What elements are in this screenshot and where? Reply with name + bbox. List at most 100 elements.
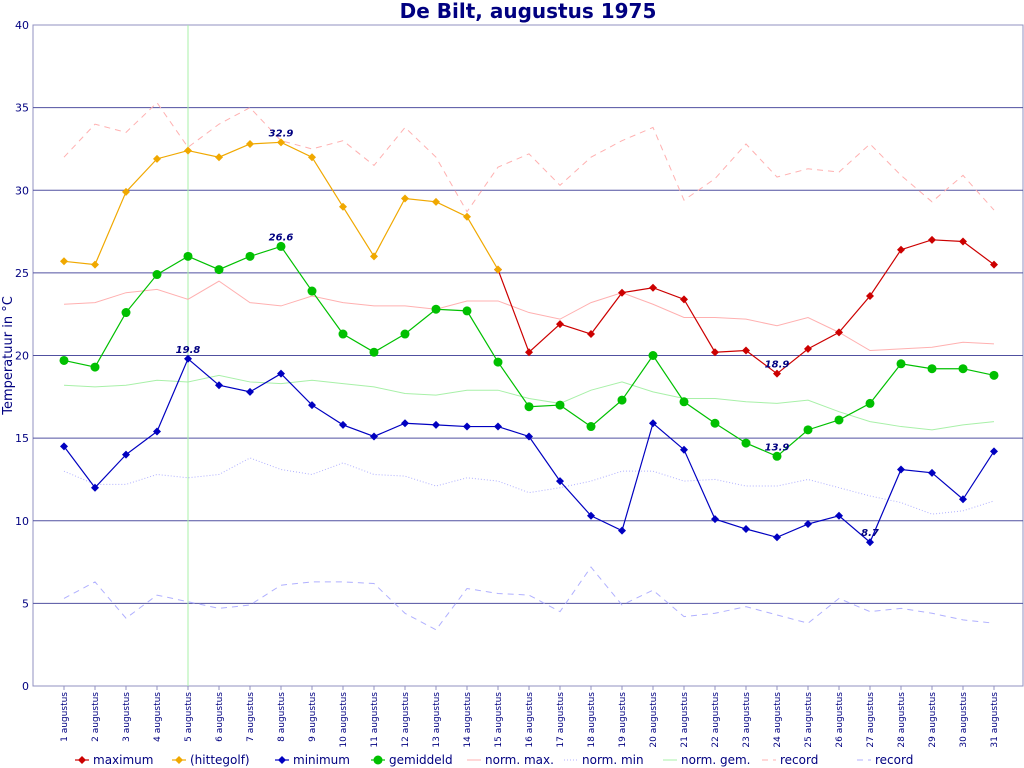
x-tick-label: 26 augustus — [835, 692, 845, 748]
data-point — [556, 477, 564, 486]
data-point — [463, 212, 471, 221]
data-point — [246, 387, 254, 396]
legend-item: norm. max. — [467, 753, 554, 767]
data-point — [587, 511, 595, 520]
legend-item: record — [857, 753, 913, 767]
data-point — [277, 138, 285, 147]
x-tick-label: 12 augustus — [401, 692, 411, 748]
data-point — [494, 422, 502, 431]
data-point — [834, 415, 844, 425]
data-point — [369, 347, 379, 357]
data-point — [897, 245, 905, 254]
data-point — [648, 351, 658, 360]
data-point — [865, 398, 875, 408]
data-point — [121, 308, 131, 318]
x-tick-label: 24 augustus — [773, 692, 783, 748]
annotations: 32.9 26.6 19.8 18.9 13.9 8.7 — [176, 128, 879, 539]
data-point — [990, 447, 998, 456]
y-tick-label: 40 — [15, 19, 29, 32]
data-point — [462, 306, 472, 316]
y-tick-label: 15 — [15, 432, 29, 445]
x-tick-label: 21 augustus — [680, 692, 690, 748]
series-line — [63, 374, 995, 431]
x-tick-label: 9 augustus — [308, 692, 318, 742]
data-point — [525, 432, 533, 441]
legend-label: (hittegolf) — [190, 753, 250, 767]
data-point — [866, 538, 874, 547]
data-point — [804, 520, 812, 529]
data-point — [276, 241, 286, 251]
x-tick-label: 8 augustus — [277, 692, 287, 742]
x-axis-ticks: 1 augustus 2 augustus 3 augustus 4 augustus… — [60, 686, 1000, 748]
data-point — [431, 304, 441, 314]
series-record-0 — [63, 101, 995, 213]
legend-label: record — [875, 753, 913, 767]
legend-label: record — [780, 753, 818, 767]
x-tick-label: 20 augustus — [649, 692, 659, 748]
series-norm-min-3 — [63, 457, 995, 515]
data-point — [524, 402, 534, 412]
data-point — [183, 251, 193, 261]
legend-item: (hittegolf) — [172, 753, 250, 767]
data-point — [60, 257, 68, 266]
data-point — [60, 442, 68, 451]
x-tick-label: 4 augustus — [153, 692, 163, 742]
x-tick-label: 2 augustus — [91, 692, 101, 742]
y-tick-label: 5 — [22, 597, 29, 610]
legend-swatch-marker — [278, 756, 286, 764]
data-point — [90, 362, 100, 372]
y-axis-label: Temperatuur in °C — [1, 296, 16, 416]
x-tick-label: 5 augustus — [184, 692, 194, 742]
data-point — [959, 495, 967, 504]
data-label: 18.9 — [765, 360, 790, 371]
x-tick-label: 19 augustus — [618, 692, 628, 748]
data-point — [959, 237, 967, 246]
y-tick-label: 10 — [15, 515, 29, 528]
legend-item: record — [762, 753, 818, 767]
legend-swatch-marker — [175, 756, 183, 764]
data-point — [741, 438, 751, 448]
y-tick-label: 25 — [15, 267, 29, 280]
data-point — [122, 450, 130, 459]
data-point — [711, 348, 719, 357]
legend-item: norm. min — [564, 753, 644, 767]
data-point — [803, 425, 813, 435]
data-point — [184, 146, 192, 155]
data-point — [928, 468, 936, 477]
x-tick-label: 23 augustus — [742, 692, 752, 748]
data-point — [494, 265, 502, 274]
data-point — [710, 418, 720, 428]
x-tick-label: 17 augustus — [556, 692, 566, 748]
series-layer — [59, 101, 999, 631]
data-point — [184, 354, 192, 363]
x-tick-label: 15 augustus — [494, 692, 504, 748]
chart-title: De Bilt, augustus 1975 — [400, 0, 657, 23]
legend-swatch-marker — [373, 755, 383, 765]
data-point — [958, 364, 968, 374]
data-point — [59, 355, 69, 365]
data-point — [711, 515, 719, 524]
x-tick-label: 31 augustus — [990, 692, 1000, 748]
x-tick-label: 27 augustus — [866, 692, 876, 748]
data-point — [587, 330, 595, 339]
x-tick-label: 6 augustus — [215, 692, 225, 742]
data-point — [463, 422, 471, 431]
data-point — [339, 202, 347, 211]
data-point — [215, 153, 223, 162]
data-point — [432, 197, 440, 206]
data-label: 32.9 — [269, 128, 294, 139]
legend: maximum (hittegolf) minimum gemiddeld norm. … — [75, 753, 913, 767]
data-point — [370, 432, 378, 441]
series-line — [63, 457, 995, 515]
series-record-4 — [63, 566, 995, 631]
data-point — [928, 235, 936, 244]
data-point — [432, 420, 440, 429]
data-point — [772, 451, 782, 461]
series-maximum-7 — [494, 235, 998, 378]
data-point — [649, 283, 657, 292]
data-point — [493, 357, 503, 367]
data-point — [680, 445, 688, 454]
data-point — [773, 369, 781, 378]
data-point — [617, 395, 627, 405]
legend-label: gemiddeld — [389, 753, 453, 767]
